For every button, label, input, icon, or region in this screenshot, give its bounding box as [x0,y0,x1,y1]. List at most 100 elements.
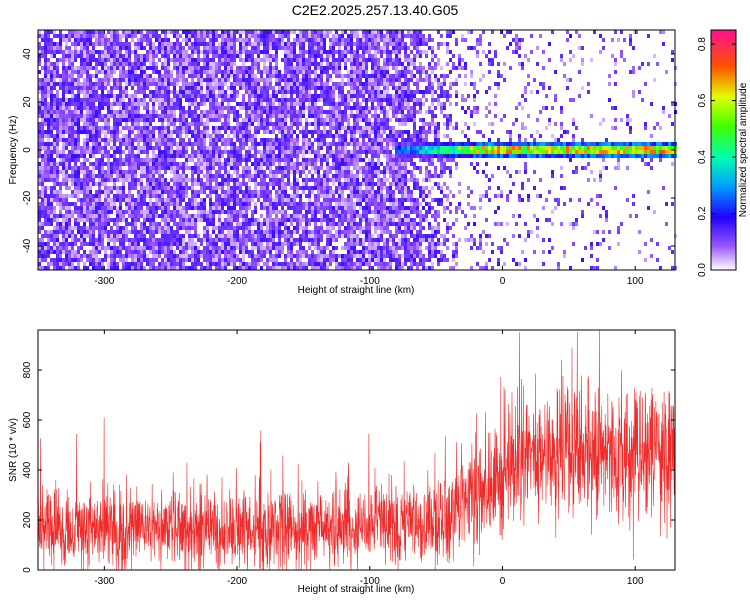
spectrogram-cell [218,162,221,166]
spectrogram-cell [212,222,215,226]
spectrogram-cell [194,110,197,114]
spectrogram-cell [56,82,59,86]
spectrogram-cell [221,122,224,126]
spectrogram-cell [188,38,191,42]
spectrogram-cell [254,218,257,222]
spectrogram-cell [134,246,137,250]
spectrogram-cell [131,78,134,82]
spectrogram-cell [146,226,149,230]
spectrogram-cell [212,46,215,50]
spectrogram-cell [155,90,158,94]
spectrogram-cell [113,42,116,46]
spectrogram-cell [311,242,314,246]
spectrogram-cell [56,230,59,234]
spectrogram-cell [266,218,269,222]
spectrogram-cell [65,254,68,258]
spectrogram-cell [134,74,137,78]
spectrogram-cell [149,246,152,250]
spectrogram-cell [308,158,311,162]
spectrogram-cell [251,258,254,262]
spectrogram-cell [86,242,89,246]
spectrogram-cell [320,66,323,70]
spectrogram-cell [278,166,281,170]
spectrogram-cell [128,154,131,158]
spectrogram-cell [53,226,56,230]
spectrogram-cell [311,82,314,86]
spectrogram-cell [248,118,251,122]
spectrogram-cell [278,82,281,86]
spectrogram-cell [77,246,80,250]
spectrogram-cell [317,266,320,270]
spectrogram-cell [131,50,134,54]
spectrogram-cell [113,134,116,138]
spectrogram-cell [278,130,281,134]
spectrogram-cell [65,114,68,118]
spectrogram-cell [257,226,260,230]
spectrogram-cell [38,190,41,194]
spectrogram-cell [158,262,161,266]
spectrogram-cell [266,142,269,146]
spectrogram-cell [233,30,236,34]
spectrogram-cell [269,62,272,66]
spectrogram-cell [212,238,215,242]
spectrogram-cell [98,42,101,46]
spectrogram-cell [236,122,239,126]
spectrogram-cell [209,86,212,90]
spectrogram-cell [191,194,194,198]
spectrogram-cell [296,126,299,130]
spectrogram-cell [248,190,251,194]
spectrogram-cell [203,94,206,98]
spectrogram-cell [269,46,272,50]
spectrogram-cell [278,138,281,142]
spectrogram-cell [296,266,299,270]
spectrogram-cell [302,214,305,218]
spectrogram-cell [326,186,329,190]
spectrogram-cell [122,258,125,262]
spectrogram-cell [212,262,215,266]
spectrogram-cell [65,230,68,234]
spectrogram-cell [305,122,308,126]
spectrogram-cell [47,142,50,146]
spectrogram-cell [119,254,122,258]
spectrogram-cell [86,198,89,202]
spectrogram-cell [278,86,281,90]
spectrogram-cell [182,250,185,254]
spectrogram-cell [221,82,224,86]
spectrogram-cell [185,142,188,146]
spectrogram-cell [95,86,98,90]
spectrogram-cell [110,102,113,106]
spectrogram-cell [212,186,215,190]
spectrogram-cell [62,250,65,254]
spectrogram-cell [257,246,260,250]
spectrogram-cell [206,226,209,230]
spectrogram-cell [167,118,170,122]
spectrogram-cell [281,110,284,114]
spectrogram-cell [143,238,146,242]
spectrogram-cell [254,170,257,174]
spectrogram-cell [86,134,89,138]
spectrogram-cell [185,86,188,90]
spectrogram-cell [206,122,209,126]
spectrogram-cell [284,186,287,190]
spectrogram-cell [287,102,290,106]
spectrogram-cell [290,246,293,250]
spectrogram-cell [110,210,113,214]
spectrogram-cell [134,174,137,178]
spectrogram-cell [314,110,317,114]
spectrogram-cell [101,90,104,94]
spectrogram-cell [194,170,197,174]
spectrogram-cell [221,54,224,58]
spectrogram-cell [89,58,92,62]
spectrogram-cell [44,90,47,94]
spectrogram-cell [296,66,299,70]
spectrogram-cell [176,118,179,122]
spectrogram-cell [185,90,188,94]
spectrogram-cell [281,46,284,50]
spectrogram-cell [233,126,236,130]
spectrogram-cell [161,174,164,178]
spectrogram-cell [170,82,173,86]
spectrogram-cell [218,198,221,202]
spectrogram-cell [236,118,239,122]
spectrogram-cell [269,226,272,230]
spectrogram-cell [170,98,173,102]
